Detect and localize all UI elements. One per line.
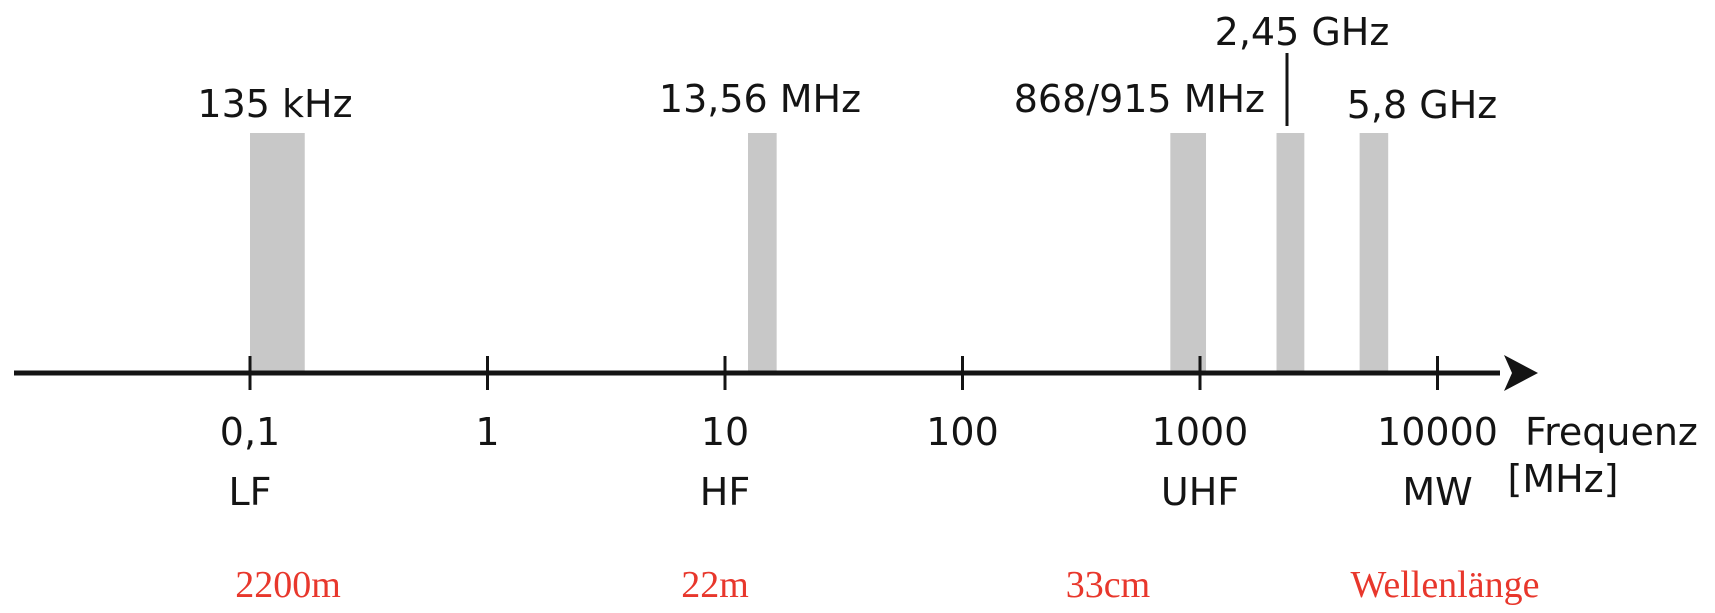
wavelength-2200m: 2200m xyxy=(235,564,341,606)
wavelength-33cm: 33cm xyxy=(1066,564,1150,606)
band-name-mw: MW xyxy=(1402,470,1472,514)
wavelength-22m: 22m xyxy=(681,564,749,606)
tick-label-100: 100 xyxy=(926,410,999,454)
tick-label-10: 10 xyxy=(701,410,749,454)
band-name-uhf: UHF xyxy=(1161,470,1239,514)
band-bar-135-khz xyxy=(250,133,305,373)
band-label-5-8-ghz: 5,8 GHz xyxy=(1347,83,1497,127)
axis-label-frequenz: Frequenz xyxy=(1525,410,1698,454)
band-bar-5-8-ghz xyxy=(1359,133,1389,373)
band-label-135-khz: 135 kHz xyxy=(197,82,352,126)
axis-ticks: 0,1 LF 1 10 HF 100 1000 UHF 10000 MW xyxy=(220,356,1498,514)
frequency-axis xyxy=(14,355,1538,391)
band-name-hf: HF xyxy=(700,470,750,514)
band-bar-2-45-ghz xyxy=(1276,133,1305,373)
band-label-868-915-mhz: 868/915 MHz xyxy=(1014,77,1265,121)
wavelength-label: Wellenlänge xyxy=(1351,564,1540,606)
tick-label-10000: 10000 xyxy=(1377,410,1498,454)
band-label-2-45-ghz: 2,45 GHz xyxy=(1215,10,1390,54)
tick-label-1000: 1000 xyxy=(1152,410,1249,454)
band-label-13-56-mhz: 13,56 MHz xyxy=(659,77,861,121)
tick-label-0-1: 0,1 xyxy=(220,410,280,454)
band-bar-13-56-mhz xyxy=(748,133,777,373)
tick-label-1: 1 xyxy=(475,410,499,454)
band-labels: 135 kHz 13,56 MHz 868/915 MHz 2,45 GHz 5,8 G… xyxy=(197,10,1497,127)
frequency-bands xyxy=(250,133,1389,373)
band-name-lf: LF xyxy=(228,470,271,514)
band-bar-868-915-mhz xyxy=(1170,133,1207,373)
axis-arrow xyxy=(1504,355,1538,391)
axis-label-unit: [MHz] xyxy=(1508,457,1619,501)
